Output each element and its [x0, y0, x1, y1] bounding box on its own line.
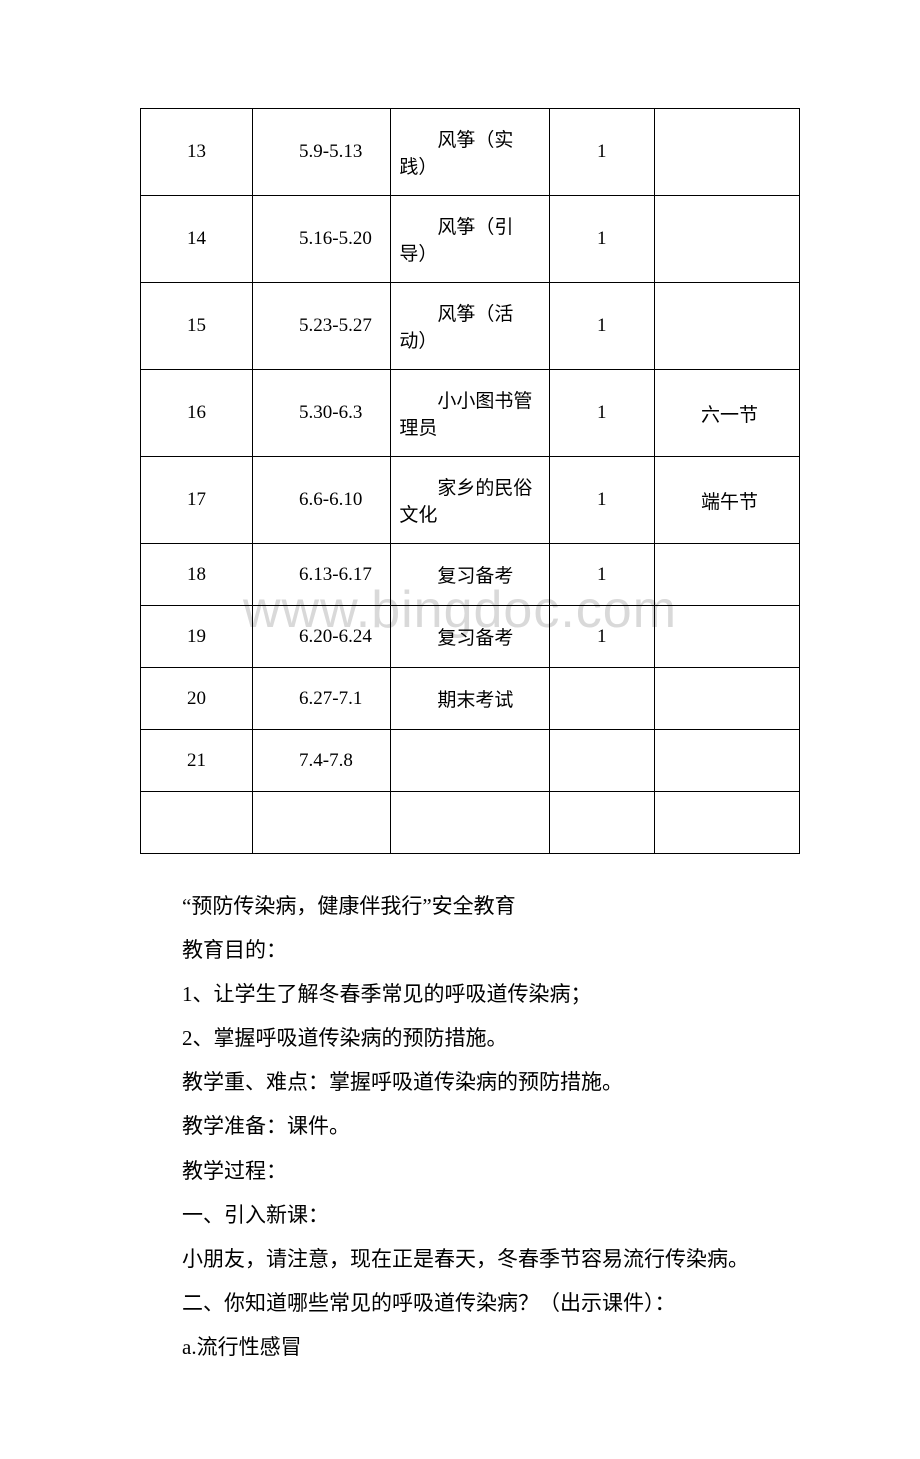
table-row: 17 6.6-6.10 家乡的民俗文化 1 端午节 [141, 457, 800, 544]
section-title: 一、引入新课： [140, 1193, 800, 1237]
goal-item: 2、掌握呼吸道传染病的预防措施。 [140, 1016, 800, 1060]
schedule-table: 13 5.9-5.13 风筝（实践） 1 14 5.16-5.20 风筝（引导）… [140, 108, 800, 854]
cell-topic [391, 730, 549, 792]
cell-date: 5.23-5.27 [253, 283, 391, 370]
cell-note [654, 283, 799, 370]
table-row: 19 6.20-6.24 复习备考 1 [141, 606, 800, 668]
cell-note [654, 668, 799, 730]
cell-note: 端午节 [654, 457, 799, 544]
cell-hours [549, 792, 654, 854]
cell-date: 6.13-6.17 [253, 544, 391, 606]
table-row: 18 6.13-6.17 复习备考 1 [141, 544, 800, 606]
cell-date: 5.9-5.13 [253, 109, 391, 196]
cell-topic [140, 80, 156, 117]
process-label: 教学过程： [140, 1149, 800, 1193]
cell-date: 6.20-6.24 [253, 606, 391, 668]
cell-date: 5.16-5.20 [253, 196, 391, 283]
cell-week: 14 [141, 196, 253, 283]
lesson-title: “预防传染病，健康伴我行”安全教育 [140, 884, 800, 928]
cell-date: 7.4-7.8 [253, 730, 391, 792]
cell-topic: 期末考试 [391, 668, 549, 730]
cell-date: 6.27-7.1 [253, 668, 391, 730]
cell-hours: 1 [549, 370, 654, 457]
table-row: 16 5.30-6.3 小小图书管理员 1 六一节 [141, 370, 800, 457]
cell-hours [549, 668, 654, 730]
cell-topic: 小小图书管理员 [391, 370, 549, 457]
cell-week: 20 [141, 668, 253, 730]
goal-label: 教育目的： [140, 928, 800, 972]
cell-date: 5.30-6.3 [253, 370, 391, 457]
cell-note [654, 606, 799, 668]
cell-hours [549, 730, 654, 792]
cell-week: 18 [141, 544, 253, 606]
cell-topic: 家乡的民俗文化 [391, 457, 549, 544]
cell-topic: 风筝（实践） [391, 109, 549, 196]
cell-hours: 1 [549, 606, 654, 668]
cell-week: 19 [141, 606, 253, 668]
cell-week [141, 792, 253, 854]
cell-hours: 1 [549, 544, 654, 606]
cell-week: 16 [141, 370, 253, 457]
table-row: 20 6.27-7.1 期末考试 [141, 668, 800, 730]
lesson-content: “预防传染病，健康伴我行”安全教育 教育目的： 1、让学生了解冬春季常见的呼吸道… [140, 884, 800, 1369]
preparation: 教学准备：课件。 [140, 1104, 800, 1148]
cell-hours: 1 [549, 457, 654, 544]
section-title: 二、你知道哪些常见的呼吸道传染病？（出示课件）： [140, 1281, 800, 1325]
keypoint: 教学重、难点：掌握呼吸道传染病的预防措施。 [140, 1060, 800, 1104]
list-item: a.流行性感冒 [140, 1325, 800, 1369]
cell-week: 17 [141, 457, 253, 544]
cell-hours: 1 [549, 109, 654, 196]
cell-note [654, 109, 799, 196]
cell-topic: 风筝（引导） [391, 196, 549, 283]
table-row: 21 7.4-7.8 [141, 730, 800, 792]
table-row: 14 5.16-5.20 风筝（引导） 1 [141, 196, 800, 283]
cell-date [253, 792, 391, 854]
cell-topic: 复习备考 [391, 606, 549, 668]
table-row: 13 5.9-5.13 风筝（实践） 1 [141, 109, 800, 196]
cell-week: 13 [141, 109, 253, 196]
cell-note [654, 544, 799, 606]
cell-hours: 1 [549, 196, 654, 283]
cell-date: 6.6-6.10 [253, 457, 391, 544]
cell-hours: 1 [549, 283, 654, 370]
cell-note: 六一节 [654, 370, 799, 457]
table-row: 15 5.23-5.27 风筝（活动） 1 [141, 283, 800, 370]
goal-item: 1、让学生了解冬春季常见的呼吸道传染病； [140, 972, 800, 1016]
cell-note [654, 792, 799, 854]
cell-note [654, 196, 799, 283]
cell-topic: 复习备考 [391, 544, 549, 606]
cell-topic: 风筝（活动） [391, 283, 549, 370]
cell-note [654, 730, 799, 792]
table-row [141, 792, 800, 854]
cell-topic [391, 792, 549, 854]
cell-week: 15 [141, 283, 253, 370]
cell-week: 21 [141, 730, 253, 792]
section-text: 小朋友，请注意，现在正是春天，冬春季节容易流行传染病。 [140, 1237, 800, 1281]
